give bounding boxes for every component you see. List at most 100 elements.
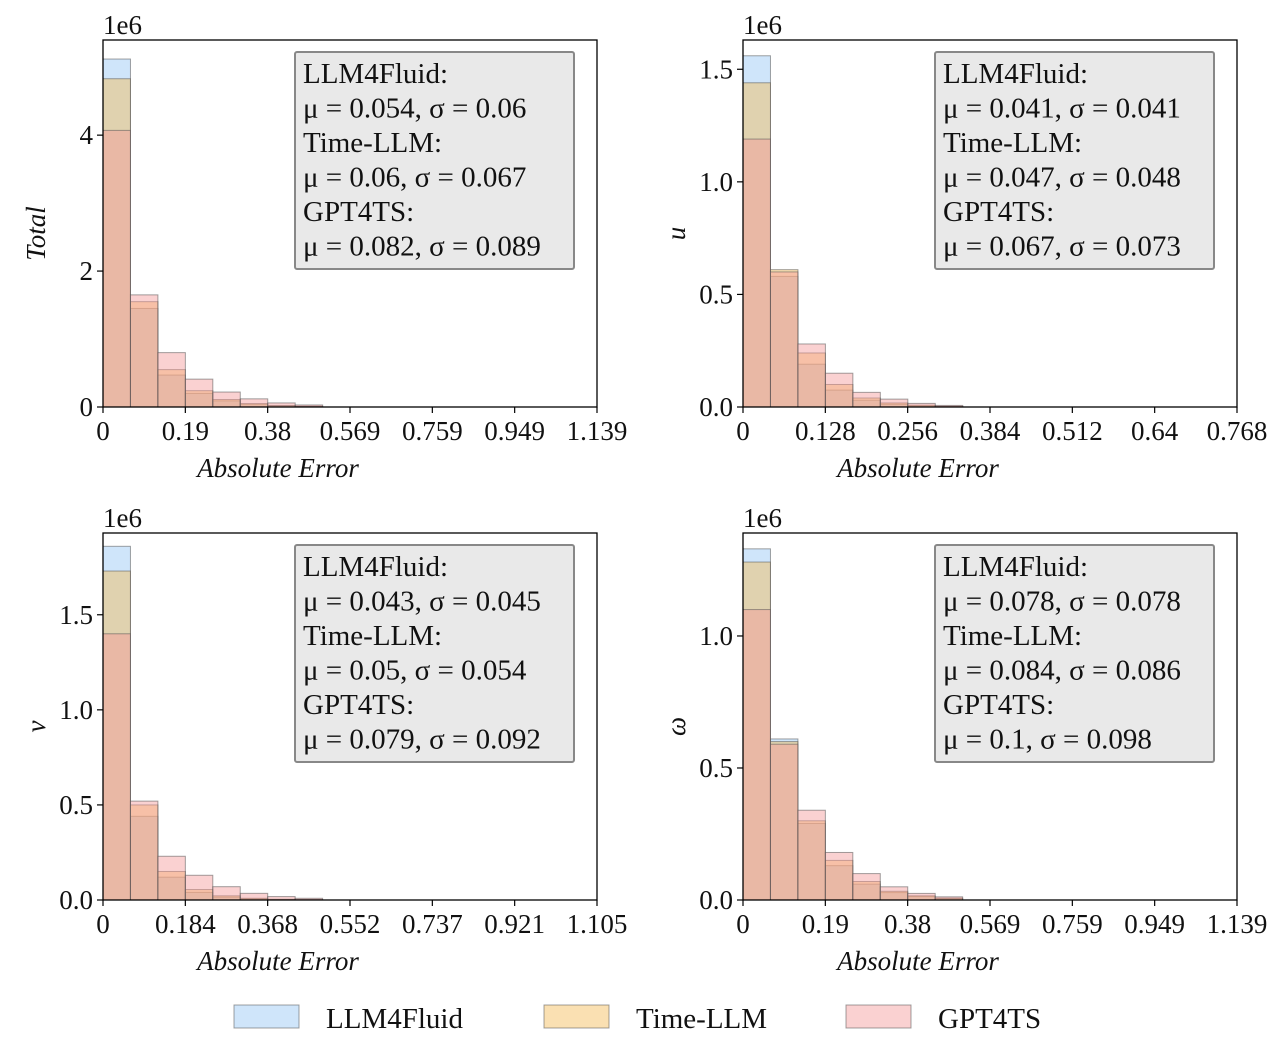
y-tick-label: 0.0 — [699, 392, 733, 422]
y-tick-label: 0.0 — [699, 885, 733, 915]
x-tick-label: 0.19 — [802, 909, 849, 939]
stats-model-name: LLM4Fluid: — [943, 58, 1088, 90]
bar-gpt4ts-1 — [129, 294, 159, 408]
stats-values: μ = 0.047, σ = 0.048 — [943, 162, 1181, 194]
y-tick-label: 0 — [80, 392, 94, 422]
y-tick-label: 0.5 — [699, 753, 733, 783]
bar-gpt4ts-4 — [212, 886, 241, 901]
x-tick-label: 0 — [96, 416, 110, 446]
y-tick-label: 1.0 — [59, 695, 93, 725]
bar-gpt4ts-1 — [769, 743, 799, 901]
bar-llm4fluid-0 — [102, 58, 131, 408]
legend-swatch-llm4fluid — [233, 1004, 300, 1029]
bar-gpt4ts-3 — [824, 851, 854, 901]
x-tick-label: 1.139 — [567, 416, 628, 446]
x-axis-label: Absolute Error — [195, 946, 359, 976]
x-axis-label: Absolute Error — [835, 946, 999, 976]
bar-llm4fluid-2 — [797, 363, 826, 408]
x-tick-label: 0.949 — [484, 416, 545, 446]
x-tick-label: 0.384 — [960, 416, 1021, 446]
bar-gpt4ts-2 — [797, 809, 826, 901]
bar-gpt4ts-1 — [129, 800, 159, 901]
stats-model-name: Time-LLM: — [943, 620, 1082, 652]
x-tick-label: 0.256 — [877, 416, 938, 446]
x-tick-label: 0.737 — [402, 909, 463, 939]
legend-swatch-time-llm — [543, 1004, 610, 1029]
legend-swatch-gpt4ts — [845, 1004, 912, 1029]
x-tick-label: 1.105 — [567, 909, 628, 939]
stats-values: μ = 0.078, σ = 0.078 — [943, 586, 1181, 618]
stats-model-name: GPT4TS: — [943, 196, 1054, 228]
stats-values: μ = 0.06, σ = 0.067 — [303, 162, 526, 194]
x-tick-label: 0.184 — [155, 909, 216, 939]
stats-model-name: LLM4Fluid: — [303, 58, 448, 90]
y-tick-label: 2 — [80, 256, 94, 286]
subplot-3: 0 0.184 0.368 0.552 0.737 0.921 1.105 0.0 0.5 1.0… — [21, 503, 627, 976]
x-tick-label: 0.949 — [1124, 909, 1185, 939]
bar-time-llm-2 — [797, 352, 826, 408]
stats-values: μ = 0.054, σ = 0.06 — [303, 93, 526, 125]
stats-values: μ = 0.043, σ = 0.045 — [303, 586, 541, 618]
bar-gpt4ts-4 — [852, 391, 881, 408]
bar-time-llm-0 — [742, 561, 771, 901]
y-tick-label: 1.5 — [699, 54, 733, 84]
stats-model-name: LLM4Fluid: — [303, 551, 448, 583]
x-tick-label: 0.759 — [402, 416, 463, 446]
x-tick-label: 0.569 — [320, 416, 381, 446]
y-multiplier: 1e6 — [103, 10, 142, 40]
x-tick-label: 0.19 — [162, 416, 209, 446]
y-tick-label: 1.5 — [59, 600, 93, 630]
bar-gpt4ts-5 — [239, 398, 269, 408]
bar-gpt4ts-3 — [824, 372, 854, 408]
bar-gpt4ts-1 — [769, 271, 799, 408]
x-tick-label: 0 — [736, 909, 750, 939]
bar-gpt4ts-0 — [742, 609, 771, 901]
x-tick-label: 0.921 — [484, 909, 545, 939]
y-axis-label: ω — [661, 717, 691, 736]
bar-llm4fluid-1 — [129, 307, 159, 408]
bar-time-llm-0 — [102, 570, 131, 901]
stats-model-name: Time-LLM: — [303, 620, 442, 652]
x-tick-label: 0.128 — [795, 416, 856, 446]
y-axis-label: u — [661, 227, 691, 241]
bar-gpt4ts-5 — [239, 892, 269, 901]
subplot-1: 0 0.19 0.38 0.569 0.759 0.949 1.139 0 2 4 1e6 Absol… — [21, 10, 627, 483]
stats-values: μ = 0.082, σ = 0.089 — [303, 231, 541, 263]
bar-gpt4ts-5 — [879, 398, 909, 408]
subplot-4: 0 0.19 0.38 0.569 0.759 0.949 1.139 0.0 0.5 1.0 1e… — [661, 503, 1267, 976]
legend-label-llm4fluid: LLM4Fluid — [326, 1003, 463, 1035]
y-tick-label: 1.0 — [699, 621, 733, 651]
bar-gpt4ts-2 — [157, 855, 186, 901]
legend-label-time-llm: Time-LLM — [636, 1003, 767, 1035]
x-tick-label: 0.552 — [320, 909, 381, 939]
stats-box — [294, 544, 575, 763]
y-tick-label: 0.0 — [59, 885, 93, 915]
y-multiplier: 1e6 — [743, 503, 782, 533]
y-tick-label: 4 — [80, 120, 94, 150]
stats-values: μ = 0.05, σ = 0.054 — [303, 655, 527, 687]
stats-box — [934, 51, 1215, 270]
bar-gpt4ts-0 — [102, 129, 131, 408]
x-tick-label: 0.38 — [244, 416, 291, 446]
stats-model-name: Time-LLM: — [943, 127, 1082, 159]
bar-gpt4ts-5 — [879, 886, 909, 901]
x-tick-label: 1.139 — [1207, 909, 1268, 939]
bar-time-llm-1 — [769, 741, 799, 901]
figure-legend: LLM4Fluid Time-LLM GPT4TS — [233, 1003, 1041, 1035]
y-multiplier: 1e6 — [743, 10, 782, 40]
bar-gpt4ts-2 — [157, 352, 186, 408]
stats-values: μ = 0.067, σ = 0.073 — [943, 231, 1181, 263]
y-tick-label: 0.5 — [699, 279, 733, 309]
stats-values: μ = 0.1, σ = 0.098 — [943, 724, 1152, 756]
x-tick-label: 0 — [96, 909, 110, 939]
stats-values: μ = 0.079, σ = 0.092 — [303, 724, 541, 756]
bar-gpt4ts-0 — [742, 138, 771, 408]
stats-model-name: LLM4Fluid: — [943, 551, 1088, 583]
x-axis-label: Absolute Error — [195, 453, 359, 483]
x-tick-label: 0.38 — [884, 909, 931, 939]
y-axis-label: Total — [21, 206, 51, 261]
bar-llm4fluid-2 — [797, 822, 826, 901]
stats-model-name: GPT4TS: — [303, 689, 414, 721]
bar-llm4fluid-0 — [742, 55, 771, 408]
